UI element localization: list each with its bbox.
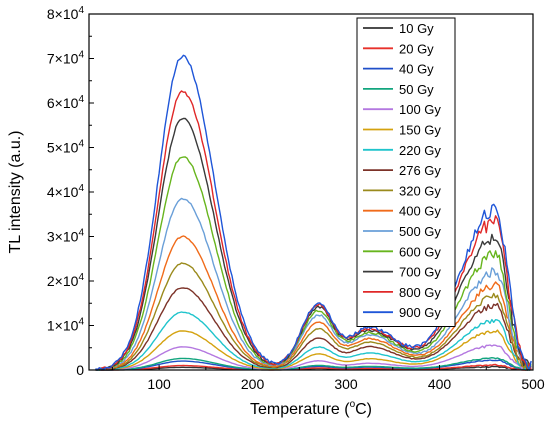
y-tick-label: 8×104 — [47, 5, 85, 22]
legend-label: 220 Gy — [399, 143, 441, 158]
y-tick-label: 6×104 — [47, 94, 85, 111]
legend-label: 276 Gy — [399, 163, 441, 178]
series-line — [95, 311, 532, 371]
y-tick-label: 4×104 — [47, 183, 85, 200]
legend-label: 40 Gy — [399, 62, 434, 77]
series-line — [95, 359, 532, 371]
x-tick-label: 400 — [428, 376, 452, 392]
series-line — [95, 329, 532, 371]
series-line — [95, 357, 532, 371]
series-line — [95, 235, 532, 371]
series-line — [95, 156, 532, 371]
series-line — [95, 344, 532, 371]
x-tick-label: 100 — [147, 376, 171, 392]
x-axis-title-unit: C) — [355, 401, 372, 418]
y-axis-title: TL intensity (a.u.) — [7, 130, 24, 253]
y-tick-label: 0 — [76, 362, 84, 378]
x-axis-title-main: Temperature ( — [250, 401, 350, 418]
series-line — [95, 197, 532, 371]
series-curves — [95, 54, 532, 371]
x-axis-title: Temperature (oC) — [250, 399, 372, 418]
legend-label: 100 Gy — [399, 102, 441, 117]
series-line — [95, 262, 532, 371]
y-tick-label: 7×104 — [47, 50, 85, 67]
legend-label: 50 Gy — [399, 82, 434, 97]
legend-label: 800 Gy — [399, 285, 441, 300]
x-axis: 100 200 300 400 500 — [111, 365, 545, 392]
y-axis: 0 1×104 2×104 3×104 4×104 5×104 6×104 7×104 8×10… — [47, 5, 94, 378]
legend-label: 20 Gy — [399, 41, 434, 56]
y-tick-label: 2×104 — [47, 272, 85, 289]
legend-label: 150 Gy — [399, 123, 441, 138]
legend-label: 10 Gy — [399, 21, 434, 36]
x-axis-title-degree: o — [350, 399, 356, 410]
x-tick-label: 200 — [241, 376, 265, 392]
legend-label: 400 Gy — [399, 204, 441, 219]
series-line — [95, 117, 532, 371]
series-line — [95, 363, 532, 371]
legend-label: 600 Gy — [399, 244, 441, 259]
series-line — [95, 54, 532, 371]
y-tick-label: 1×104 — [47, 317, 85, 334]
legend-label: 500 Gy — [399, 224, 441, 239]
x-tick-label: 300 — [334, 376, 358, 392]
y-tick-label: 5×104 — [47, 139, 85, 156]
y-tick-label: 3×104 — [47, 228, 85, 245]
series-line — [95, 90, 532, 371]
legend: 10 Gy 20 Gy 40 Gy 50 Gy 100 Gy 150 Gy 220 Gy 27… — [356, 17, 456, 327]
series-line — [95, 287, 532, 371]
legend-label: 900 Gy — [399, 305, 441, 320]
x-tick-label: 500 — [521, 376, 545, 392]
legend-label: 320 Gy — [399, 183, 441, 198]
legend-label: 700 Gy — [399, 265, 441, 280]
